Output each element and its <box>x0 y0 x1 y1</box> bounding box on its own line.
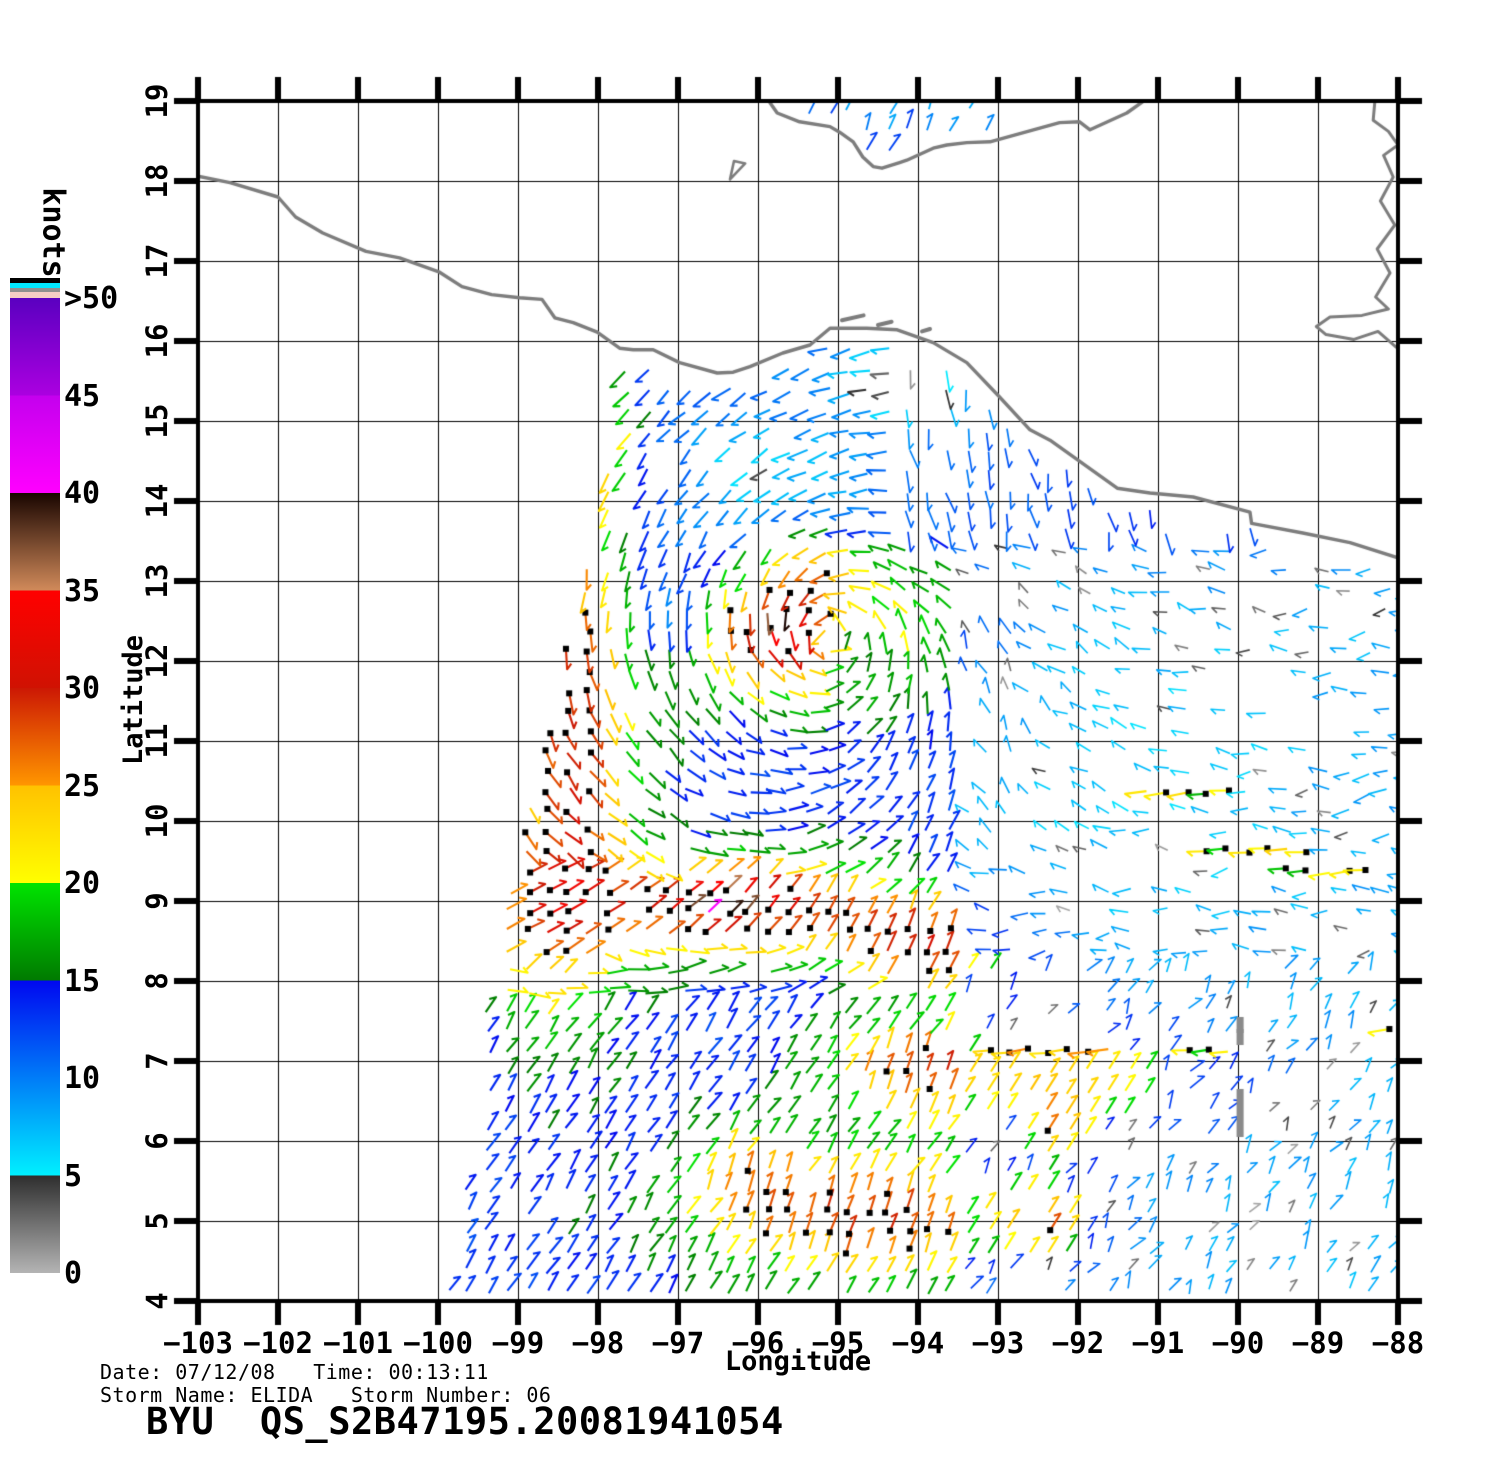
colorbar-over-stripe <box>10 292 60 298</box>
colorbar-tick-label: 30 <box>64 671 101 706</box>
x-tick-label: −95 <box>811 1326 865 1360</box>
x-tick-label: −93 <box>971 1326 1025 1360</box>
page-title: BYU QS_S2B47195.20081941054 <box>146 1400 784 1443</box>
colorbar-tick-label: 20 <box>64 866 101 901</box>
colorbar <box>10 278 60 1273</box>
x-tick-label: −91 <box>1131 1326 1185 1360</box>
y-tick-label: 14 <box>140 483 174 519</box>
x-tick-label: −92 <box>1051 1326 1105 1360</box>
x-tick-label: −100 <box>403 1326 473 1360</box>
colorbar-tick-label: >50 <box>64 281 119 316</box>
x-tick-label: −99 <box>491 1326 545 1360</box>
colorbar-over-stripe <box>10 283 60 288</box>
colorbar-tick-label: 0 <box>64 1256 83 1291</box>
colorbar-tick-label: 5 <box>64 1158 83 1194</box>
x-tick-label: −98 <box>571 1326 625 1360</box>
y-tick-label: 13 <box>140 563 174 599</box>
y-tick-label: 4 <box>140 1292 174 1310</box>
colorbar-tick-label: 25 <box>64 768 101 804</box>
y-tick-label: 17 <box>140 243 174 279</box>
y-tick-label: 8 <box>140 972 174 990</box>
x-tick-label: −102 <box>243 1326 313 1360</box>
y-tick-label: 15 <box>140 403 174 439</box>
colorbar-tick-label: 40 <box>64 476 101 511</box>
colorbar-over-stripe <box>10 288 60 292</box>
x-axis-title: Longitude <box>724 1346 872 1377</box>
y-tick-label: 5 <box>140 1212 174 1230</box>
x-tick-label: −89 <box>1291 1326 1345 1360</box>
y-tick-label: 16 <box>140 323 174 359</box>
y-tick-label: 9 <box>140 892 174 910</box>
y-tick-label: 18 <box>140 163 174 199</box>
y-tick-label: 10 <box>140 803 174 839</box>
y-tick-label: 19 <box>140 83 174 119</box>
y-tick-label: 6 <box>140 1132 174 1150</box>
colorbar-tick-label: 10 <box>64 1061 101 1096</box>
x-tick-label: −88 <box>1371 1326 1425 1360</box>
y-tick-label: 7 <box>140 1052 174 1070</box>
x-tick-label: −90 <box>1211 1326 1265 1360</box>
x-tick-label: −101 <box>323 1326 393 1360</box>
x-tick-label: −103 <box>163 1326 233 1360</box>
x-tick-label: −94 <box>891 1326 945 1360</box>
colorbar-tick-label: 15 <box>64 963 101 999</box>
date-time-line: Date: 07/12/08 Time: 00:13:11 <box>100 1360 489 1384</box>
colorbar-gradient <box>10 298 60 1273</box>
x-tick-label: −96 <box>731 1326 785 1360</box>
storm-info-line: Storm Name: ELIDA Storm Number: 06 <box>100 1383 552 1407</box>
colorbar-unit-label: knots <box>35 187 71 278</box>
colorbar-tick-label: 35 <box>64 573 101 609</box>
x-tick-label: −97 <box>651 1326 705 1360</box>
colorbar-tick-label: 45 <box>64 378 101 414</box>
colorbar-over-stripe <box>10 278 60 283</box>
y-axis-title: Latitude <box>118 634 149 766</box>
